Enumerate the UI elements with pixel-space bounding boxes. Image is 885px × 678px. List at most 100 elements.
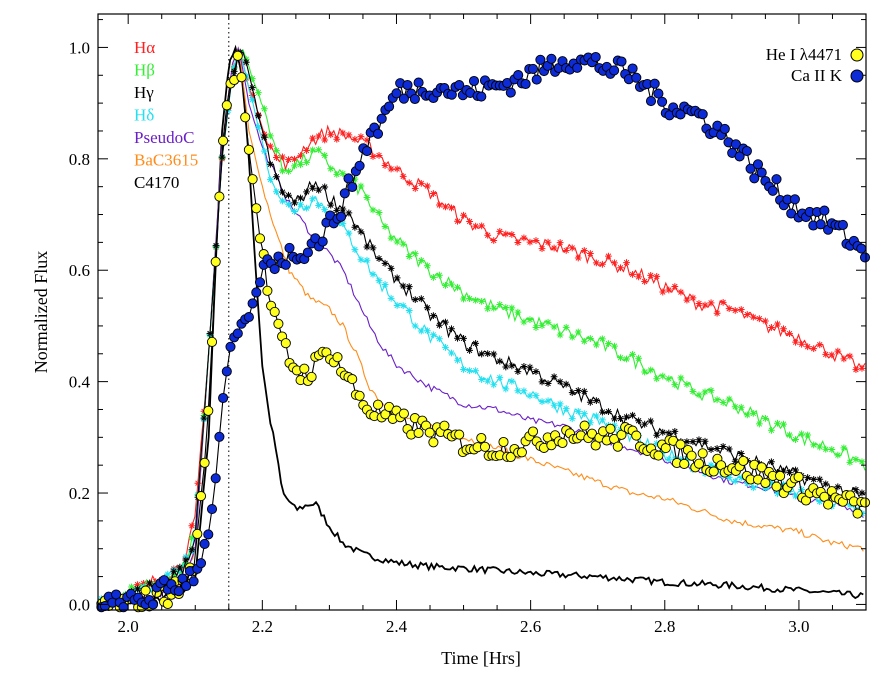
data-point [798, 430, 806, 438]
data-point [291, 199, 298, 207]
data-point [743, 480, 751, 487]
data-point [327, 165, 335, 173]
data-point [550, 401, 558, 409]
data-point [411, 185, 419, 192]
data-point [761, 414, 769, 422]
data-point [556, 378, 564, 386]
data-point [856, 243, 867, 254]
data-point [725, 305, 733, 312]
data-point [586, 419, 594, 427]
data-point [623, 259, 630, 266]
data-point [306, 371, 317, 382]
data-point [531, 74, 542, 85]
data-point [351, 223, 359, 231]
data-point [260, 133, 268, 141]
data-point [653, 273, 661, 280]
data-point [677, 374, 685, 382]
data-point [299, 363, 310, 374]
data-point [741, 145, 752, 157]
series-ca-ii-k [96, 51, 871, 613]
data-point [199, 457, 210, 468]
data-point [347, 374, 358, 385]
data-point [671, 381, 679, 389]
data-point [297, 152, 304, 160]
data-point [315, 132, 323, 140]
data-point [683, 296, 691, 304]
data-point [188, 522, 196, 530]
data-point [823, 499, 834, 510]
data-point [713, 445, 721, 452]
data-point [586, 250, 594, 257]
data-point [411, 322, 419, 330]
data-point [203, 405, 214, 416]
data-point [508, 304, 516, 312]
data-point [448, 280, 455, 288]
data-point [745, 163, 756, 174]
data-point [683, 438, 691, 446]
data-point [454, 334, 461, 342]
data-point [162, 598, 173, 610]
data-point [393, 274, 401, 282]
data-point [454, 283, 461, 291]
data-point [514, 387, 522, 395]
data-point [568, 244, 576, 252]
data-point [768, 478, 775, 486]
data-point [641, 278, 649, 285]
data-point [520, 318, 528, 326]
data-point [212, 242, 220, 250]
data-point [562, 247, 570, 254]
data-point [804, 343, 812, 351]
data-point [657, 96, 668, 107]
data-point [484, 305, 492, 313]
data-point [760, 477, 771, 489]
data-point [472, 339, 480, 347]
data-point [279, 188, 286, 196]
data-point [372, 128, 384, 139]
data-point [738, 455, 749, 466]
legend-left-entry-6: C4170 [134, 173, 179, 192]
data-point [393, 238, 401, 246]
data-point [647, 272, 655, 279]
data-point [424, 427, 435, 438]
data-point [134, 581, 141, 589]
legend-left-entry-4: PseudoC [134, 128, 194, 147]
data-point [562, 323, 570, 331]
data-point [297, 161, 304, 169]
data-point [749, 173, 760, 184]
data-point [544, 397, 552, 405]
data-point [677, 456, 685, 463]
data-point [508, 377, 516, 385]
data-point [448, 325, 455, 333]
data-point [280, 338, 291, 349]
data-point [616, 56, 627, 67]
data-point [472, 296, 480, 304]
data-point [725, 395, 733, 403]
data-point [428, 437, 439, 448]
legend-left-entry-2: Hγ [134, 83, 154, 102]
data-point [291, 155, 298, 163]
data-point [399, 172, 407, 180]
data-point [484, 350, 492, 358]
data-point [520, 78, 531, 90]
data-point [417, 295, 425, 303]
data-point [297, 200, 304, 208]
data-point [665, 429, 673, 437]
data-point [188, 576, 199, 587]
data-point [804, 431, 812, 439]
data-point [206, 504, 218, 515]
data-point [701, 301, 709, 309]
data-point [273, 173, 280, 181]
data-point [816, 443, 824, 451]
data-point [140, 585, 151, 596]
data-point [273, 318, 284, 329]
data-point [697, 448, 708, 459]
data-point [221, 366, 232, 377]
series-he-i-4471 [96, 50, 871, 613]
data-point [206, 330, 214, 337]
data-point [405, 307, 413, 314]
data-point [336, 211, 347, 222]
data-point [454, 429, 465, 440]
data-point [819, 205, 830, 216]
data-point [496, 357, 504, 365]
data-point [188, 534, 196, 542]
